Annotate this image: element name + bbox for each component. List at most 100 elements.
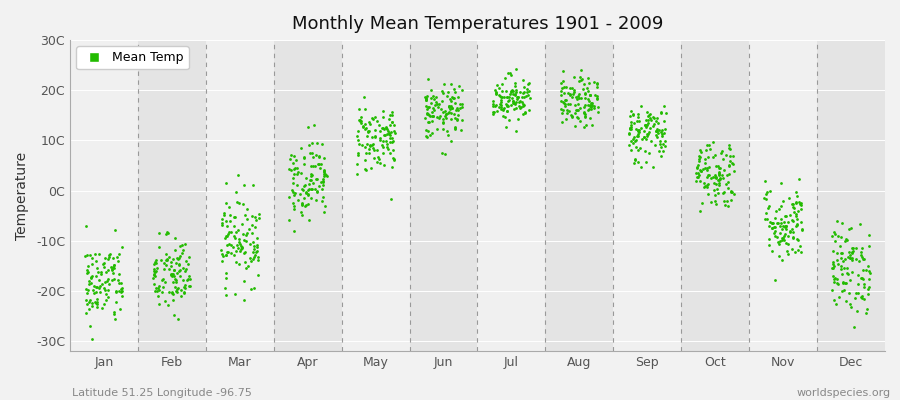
Point [303,177,318,183]
Point [89,284,104,290]
Point [229,189,243,195]
Point [578,102,592,108]
Point [842,255,857,261]
Point [726,153,741,159]
Point [633,144,647,151]
Text: worldspecies.org: worldspecies.org [796,388,891,398]
Point [178,241,193,247]
Point [690,164,705,170]
Point [152,244,166,250]
Point [112,251,127,258]
Point [102,281,116,287]
Point [375,142,390,148]
Point [493,106,508,112]
Point [585,102,599,108]
Point [554,119,569,125]
Point [368,134,382,140]
Point [228,234,242,241]
Point [657,138,671,144]
Point [314,186,328,192]
Point [426,93,440,99]
Point [766,220,780,226]
Point [561,101,575,107]
Point [238,249,252,255]
Point [284,167,298,173]
Point [794,205,808,212]
Point [223,229,238,236]
Point [765,220,779,226]
Point [382,122,397,128]
Point [786,233,800,240]
Point [788,213,803,219]
Point [624,122,638,128]
Point [246,182,260,188]
Point [89,288,104,295]
Point [584,104,598,110]
Point [827,274,842,281]
Point [236,230,250,237]
Point [79,289,94,296]
Point [588,92,602,98]
Point [101,266,115,273]
Point [81,269,95,275]
Point [627,137,642,144]
Point [692,158,706,164]
Point [299,174,313,181]
Point [627,120,642,126]
Point [148,273,162,279]
Point [623,124,637,131]
Point [502,117,517,123]
Point [698,147,713,153]
Point [82,298,96,305]
Point [311,182,326,189]
Point [363,121,377,127]
Point [782,194,796,201]
Point [243,240,257,247]
Point [376,108,391,114]
Point [316,178,330,184]
Point [442,106,456,112]
Point [434,106,448,112]
Point [511,94,526,101]
Point [568,110,582,117]
Point [282,217,296,223]
Point [86,290,101,296]
Point [845,250,859,256]
Point [372,122,386,128]
Point [772,206,787,212]
Point [367,127,382,133]
Point [638,122,652,128]
Point [385,139,400,145]
Point [419,110,434,117]
Bar [681,40,749,351]
Point [152,283,166,290]
Point [438,112,453,119]
Point [90,284,104,290]
Point [106,309,121,316]
Point [78,253,93,259]
Point [637,122,652,128]
Point [310,189,324,195]
Point [231,172,246,179]
Point [148,268,163,274]
Point [448,124,463,131]
Point [630,118,644,125]
Point [829,301,843,308]
Point [626,134,641,140]
Point [857,296,871,302]
Point [214,220,229,226]
Point [385,119,400,125]
Bar [206,40,274,351]
Point [654,144,669,150]
Point [91,276,105,283]
Point [791,176,806,182]
Point [108,289,122,296]
Point [444,103,458,109]
Point [377,162,392,169]
Point [288,156,302,163]
Point [496,106,510,112]
Point [366,147,381,154]
Point [351,150,365,156]
Point [350,161,365,167]
Point [370,158,384,165]
